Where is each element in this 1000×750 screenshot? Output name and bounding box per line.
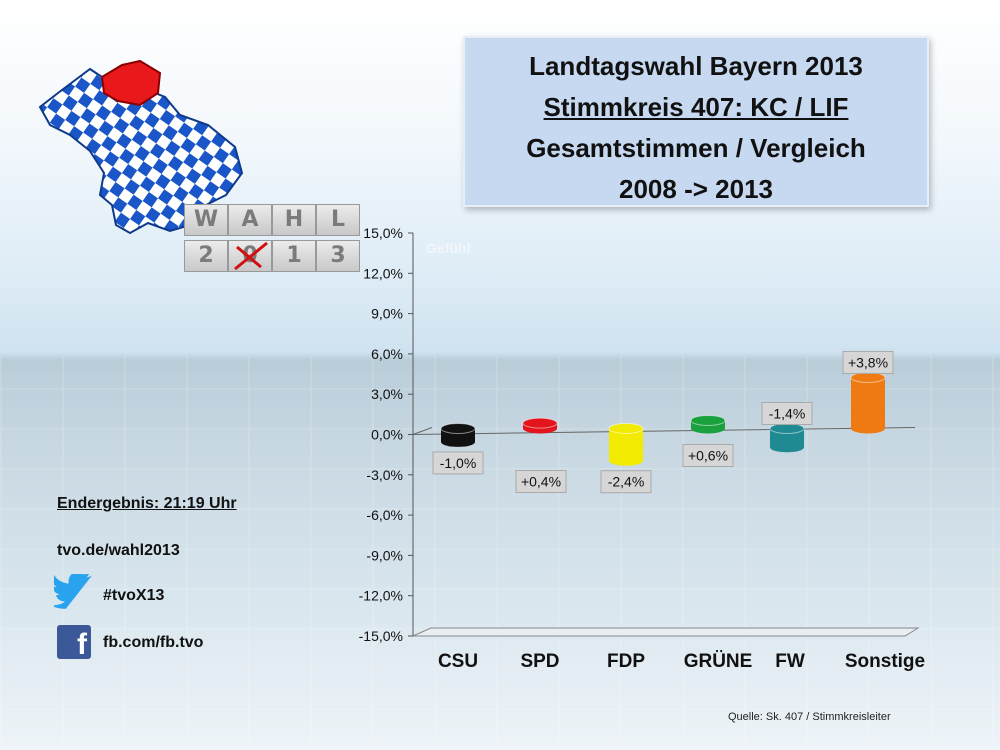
cube-digit: 0 — [228, 240, 272, 272]
highlight-region — [100, 59, 162, 107]
title-line-2: Stimmkreis 407: KC / LIF — [543, 92, 849, 122]
zero-line — [412, 427, 916, 435]
bar-sonstige — [851, 377, 885, 429]
ballot-cross-icon — [234, 241, 268, 271]
bar-top-cap — [690, 414, 726, 426]
bar-top-cap — [608, 423, 644, 434]
website-link[interactable]: tvo.de/wahl2013 — [57, 542, 180, 559]
data-label-box — [600, 470, 652, 494]
bar-bottom-cap — [770, 442, 804, 453]
title-line-1: Landtagswahl Bayern 2013 — [529, 51, 863, 81]
y-tick-label: 0,0% — [371, 427, 403, 443]
data-label-box — [515, 470, 567, 493]
cube-letter: W — [184, 204, 228, 236]
data-label-box — [432, 451, 484, 475]
data-label: +0,6% — [688, 448, 728, 464]
title-line-3: Gesamtstimmen / Vergleich — [526, 133, 866, 163]
zero-line-depth — [412, 427, 433, 435]
data-label: -2,4% — [608, 474, 645, 490]
data-label: +3,8% — [848, 354, 888, 370]
cube-digit: 1 — [272, 240, 316, 272]
y-tick-label: 15,0% — [363, 225, 403, 241]
y-tick-label: 3,0% — [371, 386, 403, 402]
y-tick-label: -3,0% — [366, 467, 403, 483]
bar-top-cap — [522, 417, 558, 429]
x-tick-label: CSU — [438, 651, 478, 672]
y-tick-label: -12,0% — [359, 588, 403, 604]
x-tick-label: FW — [775, 651, 805, 672]
bar-bottom-cap — [441, 436, 475, 447]
bar-bottom-cap — [691, 423, 725, 434]
chart-floor — [412, 627, 920, 637]
title-line-4: 2008 -> 2013 — [619, 174, 773, 204]
bar-bottom-cap — [851, 423, 885, 434]
title-box: Landtagswahl Bayern 2013 Stimmkreis 407:… — [463, 36, 929, 207]
x-tick-label: Sonstige — [845, 651, 925, 672]
data-label: +0,4% — [521, 474, 561, 490]
cube-digit: 3 — [316, 240, 360, 272]
bar-top-cap — [440, 423, 476, 434]
data-label-box — [842, 350, 894, 374]
facebook-link[interactable]: fb.com/fb.tvo — [103, 634, 204, 651]
y-tick-label: -9,0% — [366, 547, 403, 563]
y-tick-label: -15,0% — [359, 628, 403, 644]
y-tick-label: -6,0% — [366, 507, 403, 523]
x-tick-label: FDP — [607, 651, 645, 672]
data-label: -1,0% — [440, 455, 477, 471]
background-floor — [0, 355, 1000, 750]
x-tick-label: SPD — [520, 651, 559, 672]
twitter-handle[interactable]: #tvoX13 — [103, 587, 165, 604]
x-tick-label: GRÜNE — [684, 651, 753, 672]
y-tick-label: 12,0% — [363, 265, 403, 281]
cube-letter: A — [228, 204, 272, 236]
result-time-label: Endergebnis: 21:19 Uhr — [57, 495, 237, 512]
data-label-box — [761, 402, 813, 425]
cube-digit: 2 — [184, 240, 228, 272]
y-tick-label: 9,0% — [371, 306, 403, 322]
data-label: -1,4% — [769, 406, 806, 422]
cube-letter: L — [316, 204, 360, 236]
y-tick-label: 6,0% — [371, 346, 403, 362]
bar-bottom-cap — [609, 455, 643, 466]
source-note: Quelle: Sk. 407 / Stimmkreisleiter — [728, 711, 891, 723]
ghost-watermark-text: Gefühl — [426, 240, 471, 256]
cube-letter: H — [272, 204, 316, 236]
data-label-box — [682, 444, 734, 467]
twitter-icon[interactable] — [54, 574, 96, 610]
facebook-icon[interactable]: f — [57, 625, 91, 661]
